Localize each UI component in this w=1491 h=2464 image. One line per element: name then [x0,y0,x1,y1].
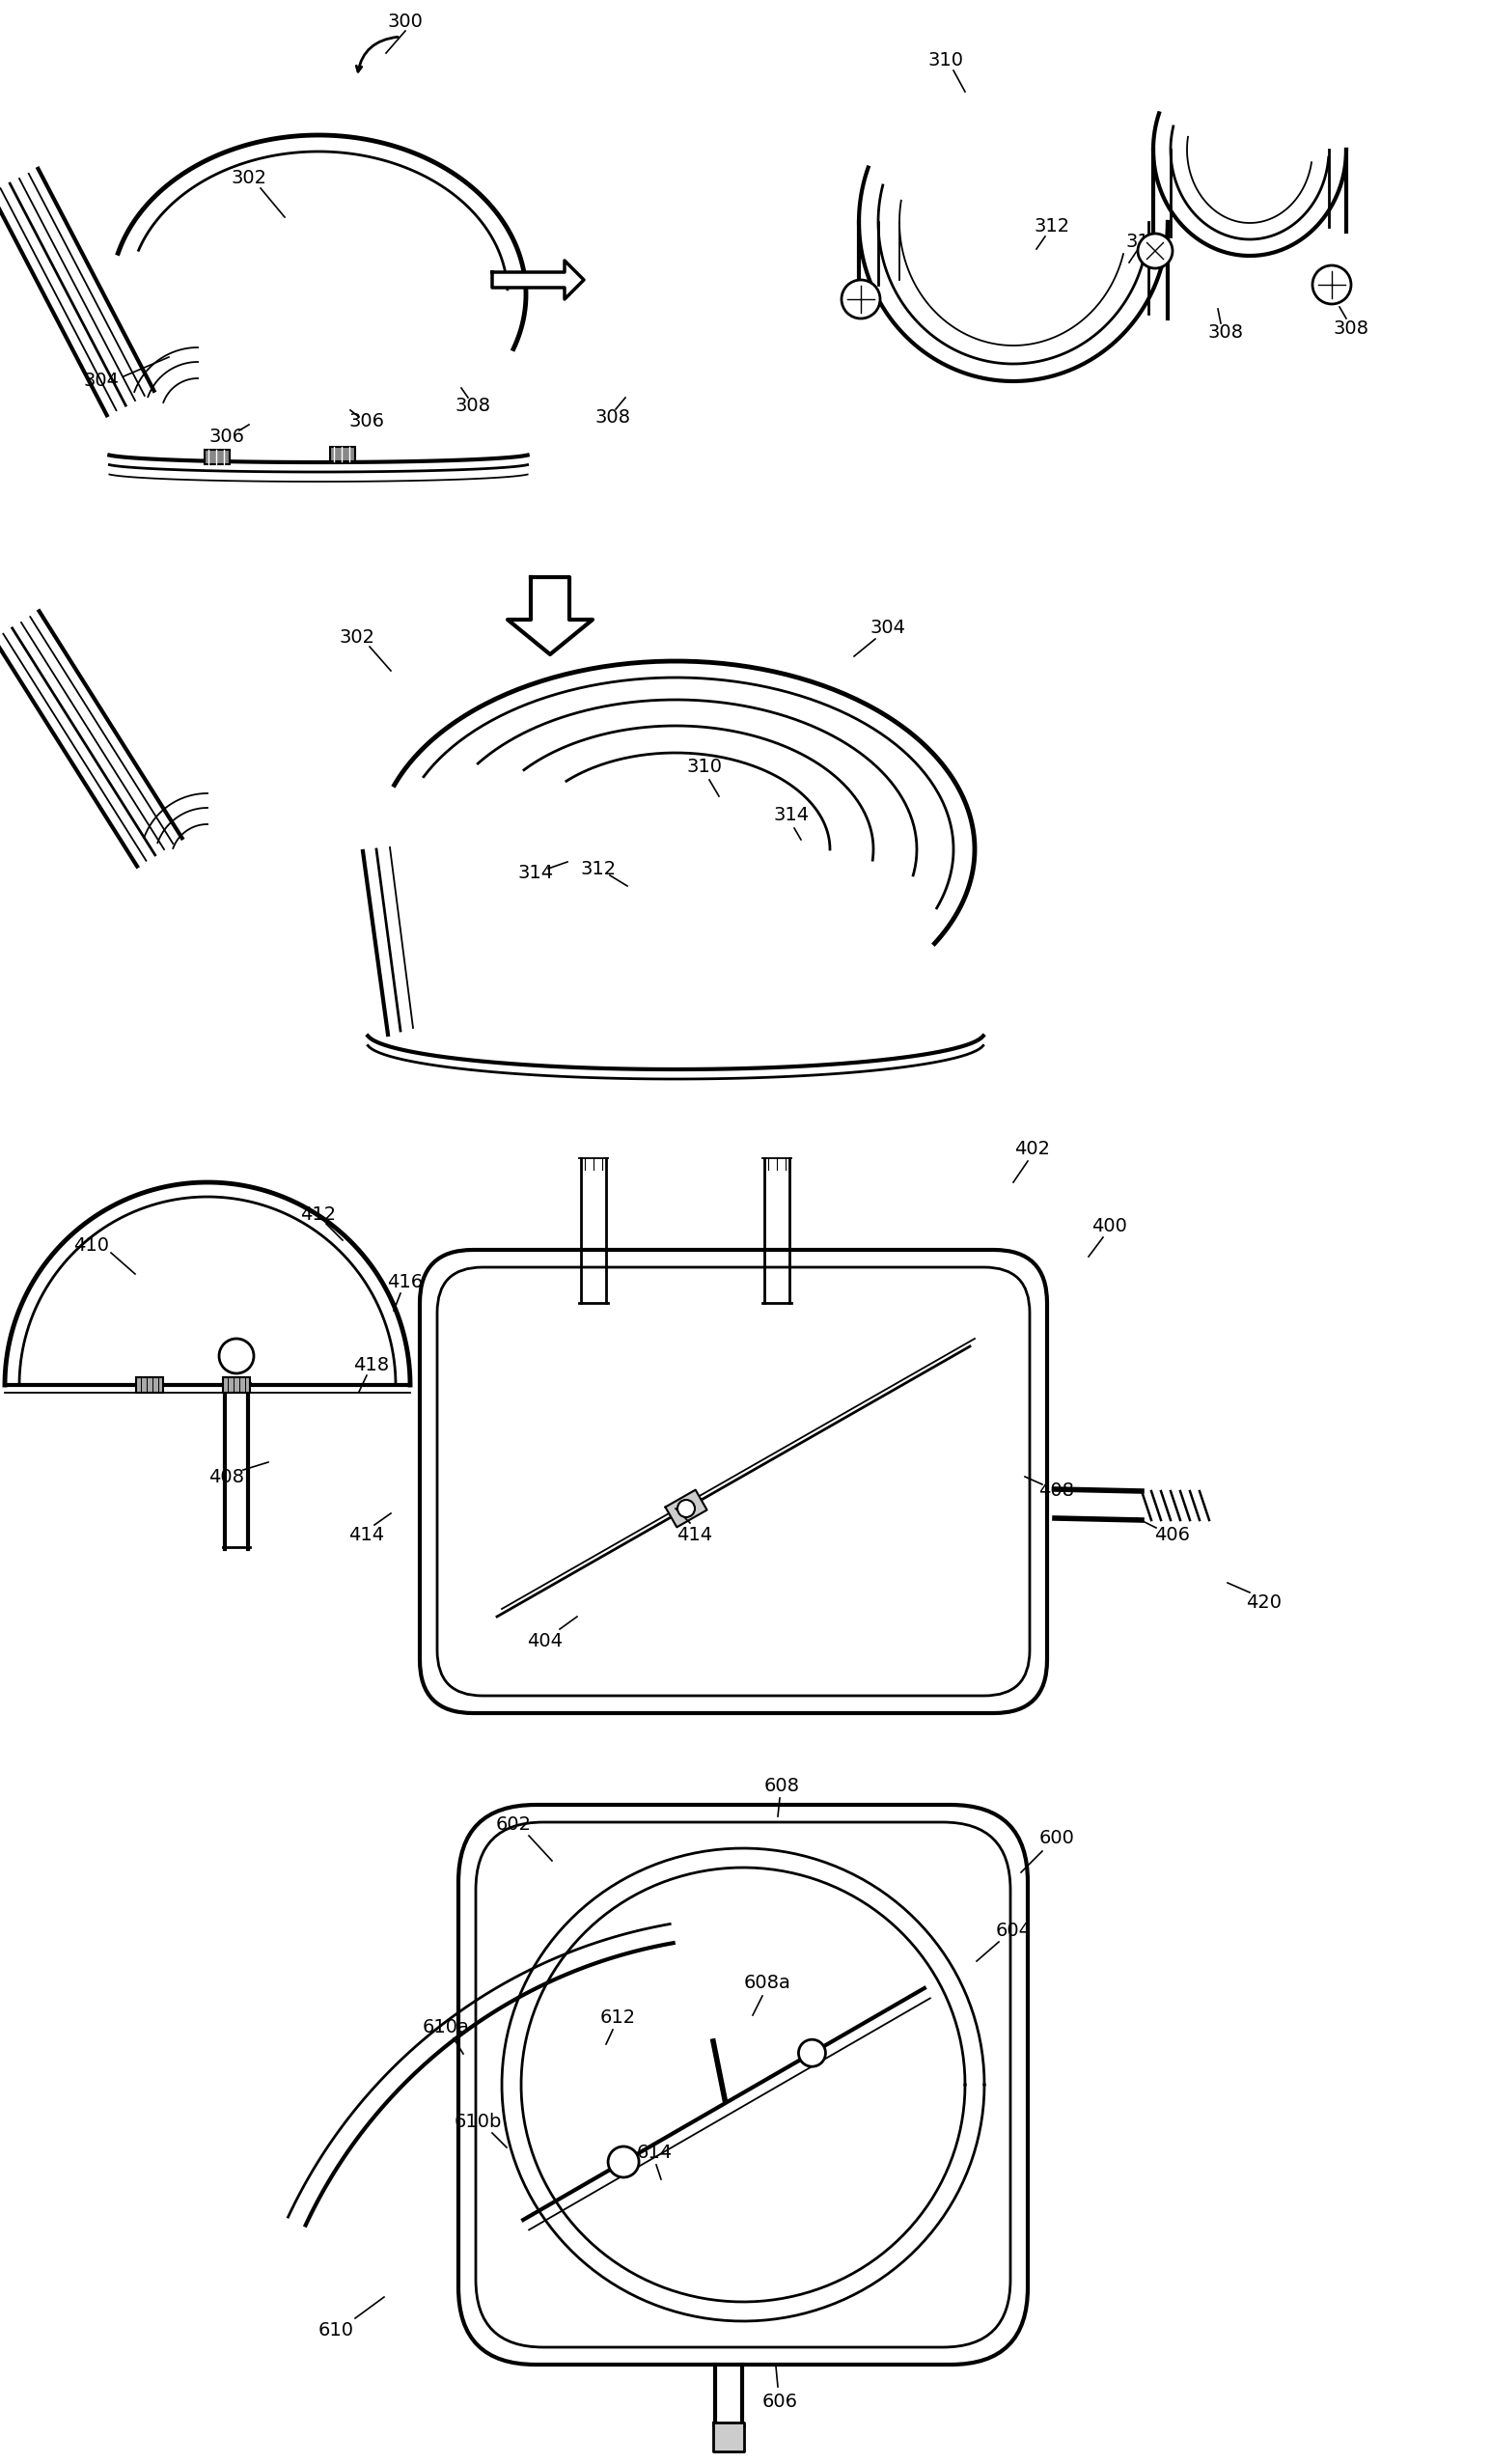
Text: 312: 312 [1126,232,1161,251]
Text: 614: 614 [637,2144,672,2161]
Text: 308: 308 [595,409,631,426]
Circle shape [1138,234,1172,269]
PathPatch shape [420,1249,1047,1712]
Polygon shape [492,261,584,298]
Text: 312: 312 [580,860,616,877]
Text: 600: 600 [1039,1828,1075,1848]
Text: 402: 402 [1015,1138,1051,1158]
Text: 302: 302 [231,170,267,187]
Bar [330,446,355,461]
Text: 608: 608 [763,1777,799,1794]
Polygon shape [665,1491,707,1528]
Text: 308: 308 [1208,323,1243,342]
Circle shape [677,1501,695,1518]
Circle shape [841,281,880,318]
Text: 420: 420 [1246,1592,1282,1611]
Text: 602: 602 [495,1816,531,1833]
Polygon shape [507,577,592,655]
Text: 408: 408 [1039,1481,1075,1501]
Text: 308: 308 [1333,318,1369,338]
Text: 610a: 610a [422,2018,470,2035]
Text: 314: 314 [774,806,810,825]
Circle shape [1312,266,1351,303]
Text: 414: 414 [677,1525,713,1545]
Text: 610: 610 [318,2321,353,2341]
Text: 408: 408 [209,1469,245,1486]
Text: 306: 306 [209,429,245,446]
Text: 300: 300 [388,12,423,30]
Text: 414: 414 [349,1525,385,1545]
Text: 404: 404 [528,1631,564,1651]
Text: 606: 606 [762,2393,798,2410]
Circle shape [219,1338,253,1372]
Text: 608a: 608a [744,1974,790,1993]
Text: 416: 416 [388,1271,423,1291]
PathPatch shape [458,1804,1027,2365]
Bar [224,1377,250,1392]
Text: 302: 302 [340,628,374,646]
Text: 418: 418 [353,1358,389,1375]
Text: 610b: 610b [453,2112,501,2131]
Text: 304: 304 [869,618,905,636]
Text: 400: 400 [1091,1217,1127,1234]
Text: 406: 406 [1154,1525,1190,1545]
Text: 604: 604 [996,1922,1032,1939]
Text: 314: 314 [517,865,553,882]
Bar [136,1377,163,1392]
Text: 310: 310 [927,52,963,69]
Text: 310: 310 [687,759,722,776]
Text: 308: 308 [455,397,491,414]
Circle shape [608,2146,640,2178]
Text: 412: 412 [301,1205,337,1222]
Text: 612: 612 [599,2008,635,2025]
Bar [204,451,230,463]
Text: 306: 306 [349,411,385,431]
Text: 312: 312 [1033,217,1071,237]
Text: 410: 410 [75,1237,109,1254]
Circle shape [799,2040,826,2067]
Text: 304: 304 [83,372,119,389]
Polygon shape [713,2422,744,2452]
